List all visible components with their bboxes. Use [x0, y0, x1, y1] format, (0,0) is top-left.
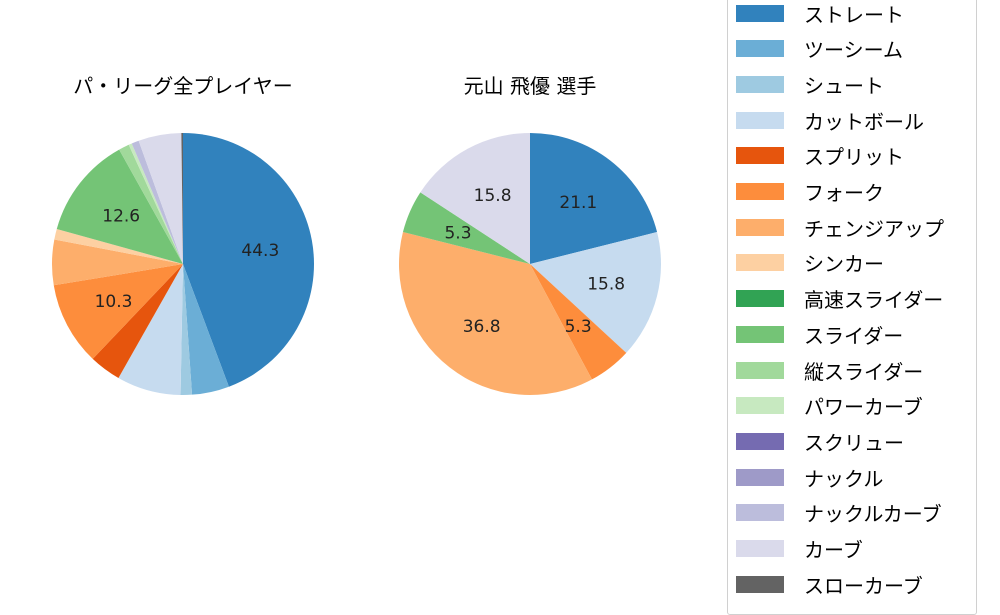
pie-value-label: 44.3	[241, 241, 279, 261]
legend-item: パワーカーブ	[736, 394, 923, 420]
pie-slice	[138, 133, 183, 264]
legend-swatch	[736, 290, 784, 308]
pie-slice	[53, 264, 183, 359]
legend-label: カーブ	[804, 538, 863, 562]
legend-swatch	[736, 575, 784, 593]
legend-item: ナックル	[736, 465, 884, 491]
legend-swatch	[736, 504, 784, 522]
legend-label: ストレート	[804, 2, 904, 27]
legend-swatch	[736, 468, 784, 486]
legend-item: ナックルカーブ	[736, 501, 942, 527]
legend-item: シュート	[736, 72, 884, 98]
legend-label: パワーカーブ	[804, 395, 923, 420]
legend-swatch	[736, 40, 784, 58]
legend: ストレートツーシームシュートカットボール スプリットフォークチェンジアップ シンカー…	[727, 0, 977, 615]
legend-swatch	[736, 147, 784, 165]
pie-slice	[183, 264, 229, 395]
legend-swatch	[736, 397, 784, 415]
pie-slice	[56, 149, 183, 264]
legend-item: スプリット	[736, 144, 904, 170]
pie-slice	[119, 144, 183, 264]
legend-item: カットボール	[736, 108, 924, 134]
legend-item: スライダー	[736, 322, 904, 348]
legend-label: フォーク	[804, 181, 884, 205]
legend-swatch	[736, 540, 784, 557]
pie-value-label: 5.3	[444, 223, 471, 243]
pie-value-label: 15.8	[587, 274, 625, 294]
legend-label: シュート	[804, 73, 884, 98]
pie-value-label: 15.8	[474, 186, 512, 206]
pie-slice	[128, 143, 183, 264]
legend-label: ナックル	[804, 466, 884, 491]
pie-slice	[54, 229, 183, 264]
pie-slice	[399, 232, 592, 395]
pie-left: 44.3 10.3 12.6	[52, 133, 315, 395]
pie-value-label: 12.6	[102, 206, 140, 226]
legend-swatch	[736, 75, 784, 93]
legend-label: チェンジアップ	[804, 216, 944, 241]
legend-item: ツーシーム	[736, 37, 903, 63]
legend-item: 高速スライダー	[736, 287, 944, 313]
legend-label: ツーシーム	[804, 38, 903, 63]
pie-slice	[118, 264, 183, 395]
pie-slice	[52, 239, 184, 286]
legend-item: スローカーブ	[736, 572, 923, 598]
legend-label: スプリット	[804, 145, 904, 170]
legend-label: ナックルカーブ	[804, 502, 942, 527]
legend-swatch	[736, 111, 784, 129]
pie-slice	[530, 264, 627, 380]
pie-slice	[131, 140, 183, 264]
legend-swatch	[736, 432, 784, 450]
pie-slice	[183, 133, 315, 387]
legend-label: カットボール	[804, 109, 924, 134]
pie-value-label: 10.3	[95, 292, 133, 312]
right-chart-title: 元山 飛優 選手	[463, 74, 597, 98]
pie-slice	[180, 264, 193, 395]
legend-item: フォーク	[736, 180, 884, 205]
legend-label: 高速スライダー	[804, 288, 944, 313]
legend-item: スクリュー	[736, 429, 904, 455]
pie-slice	[402, 192, 530, 264]
legend-swatch	[736, 325, 784, 343]
legend-item: チェンジアップ	[736, 215, 944, 241]
legend-item: 縦スライダー	[736, 358, 924, 384]
legend-item: ストレート	[736, 1, 904, 27]
legend-label: スクリュー	[804, 430, 904, 455]
pie-value-label: 36.8	[463, 317, 501, 337]
pie-right: 21.115.85.336.85.315.8	[399, 133, 661, 395]
pie-value-label: 21.1	[559, 193, 597, 213]
legend-swatch	[736, 183, 784, 200]
pie-slice	[92, 264, 183, 378]
legend-swatch	[736, 361, 784, 379]
pie-value-label: 5.3	[565, 317, 592, 337]
legend-swatch	[736, 254, 784, 272]
legend-label: 縦スライダー	[804, 359, 924, 384]
pie-charts: 44.310.312.6 21.115.85.336.85.315.8	[52, 133, 661, 395]
legend-swatch	[736, 4, 784, 22]
pie-slice	[181, 133, 183, 264]
legend-item: カーブ	[736, 537, 863, 562]
legend-swatch	[736, 218, 784, 236]
legend-item: シンカー	[736, 251, 884, 277]
pie-slice	[530, 133, 658, 264]
pie-slice	[530, 232, 661, 353]
pie-slice	[420, 133, 530, 264]
legend-label: シンカー	[804, 252, 884, 277]
legend-label: スライダー	[804, 323, 904, 348]
legend-label: スローカーブ	[804, 573, 923, 598]
left-chart-title: パ・リーグ全プレイヤー	[73, 74, 293, 98]
